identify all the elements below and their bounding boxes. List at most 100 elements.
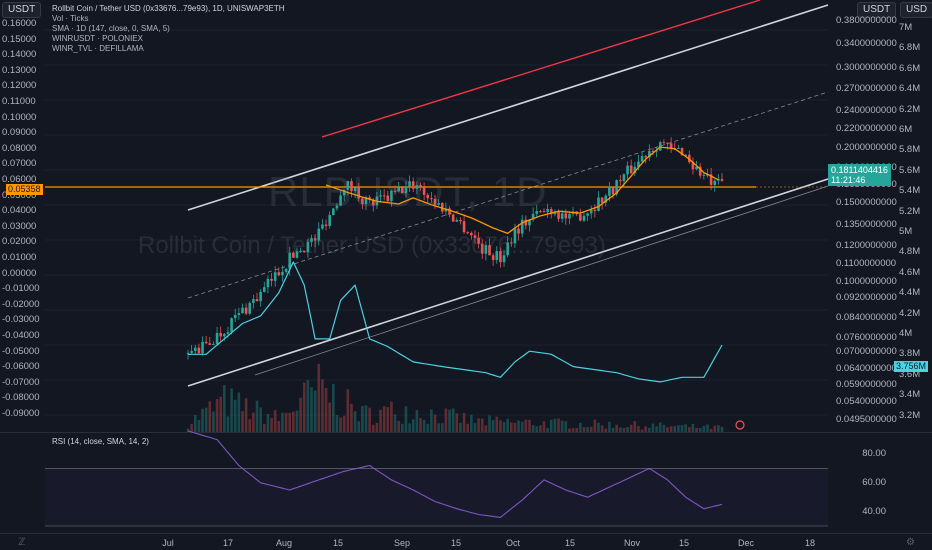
rsi-legend[interactable]: RSI (14, close, SMA, 14, 2) [52, 437, 149, 446]
volume-bar [201, 408, 204, 432]
volume-bar [560, 420, 564, 432]
left-axis-tick: 0.07000 [2, 158, 37, 170]
volume-bar [270, 417, 273, 432]
volume-bar [491, 420, 495, 432]
candle-body [277, 272, 281, 276]
volume-bar [640, 429, 644, 432]
price-axis-tick: 0.3800000000 [836, 15, 897, 26]
candle-body [611, 186, 615, 195]
left-axis-tick: 0.02000 [2, 236, 37, 248]
volume-bar [459, 422, 462, 432]
candle-body [691, 162, 695, 170]
tvl-axis-tick: 3.6M [899, 368, 921, 380]
volume-bar [404, 406, 408, 432]
candle-body [379, 195, 382, 197]
rsi-axis-tick: 40.00 [862, 506, 886, 517]
right-scale-unit-usd[interactable]: USD [900, 2, 932, 18]
candle-body [520, 219, 524, 234]
candle-body [437, 202, 440, 205]
volume-bar [622, 427, 626, 432]
volume-bar [382, 406, 386, 432]
volume-bar [680, 424, 684, 432]
candle-body [462, 221, 466, 233]
volume-bar [531, 425, 535, 432]
sma-line [325, 146, 719, 235]
volume-bar [618, 427, 622, 432]
candle-body [190, 350, 193, 353]
volume-bar [589, 426, 593, 432]
candle-body [313, 238, 317, 241]
candle-body [219, 333, 222, 337]
candle-body [339, 195, 342, 206]
pane-divider[interactable] [0, 432, 932, 433]
candle-body [524, 219, 528, 226]
scale-settings-icon[interactable]: ⚙ [906, 537, 915, 548]
left-axis-tick: -0.02000 [2, 298, 40, 310]
candle-body [651, 151, 655, 153]
candle-body [662, 142, 666, 144]
candle-body [491, 255, 495, 260]
candle-body [419, 185, 422, 188]
candle-body [597, 197, 600, 211]
legend-winr-tvl[interactable]: WINR_TVL · DEFILLAMA [52, 44, 144, 53]
time-axis-tick: 15 [450, 538, 462, 548]
volume-bar [480, 418, 484, 432]
volume-bar [466, 423, 470, 432]
candle-body [284, 268, 288, 272]
volume-bar [677, 425, 680, 432]
candle-body [259, 291, 262, 302]
candle-body [510, 242, 513, 244]
tvl-axis-tick: 4.2M [899, 307, 921, 319]
candle-body [295, 251, 299, 258]
candle-body [535, 211, 539, 214]
volume-bar [510, 422, 513, 432]
price-axis-tick: 0.1500000000 [836, 197, 897, 208]
volume-bar [495, 416, 499, 432]
candle-body [557, 211, 560, 219]
volume-bar [433, 414, 437, 432]
price-axis-tick: 0.0920000000 [836, 292, 897, 303]
volume-bar [393, 414, 397, 432]
left-scale-unit[interactable]: USDT [2, 2, 42, 18]
candle-body [270, 278, 273, 281]
volume-bar [477, 418, 480, 432]
legend-sma[interactable]: SMA · 1D (147, close, 0, SMA, 5) [52, 24, 170, 33]
candle-body [332, 208, 335, 215]
volume-bar [415, 410, 419, 432]
volume-bar [506, 418, 509, 432]
legend-winrusdt[interactable]: WINRUSDT · POLONIEX [52, 34, 143, 43]
time-axis-tick: 18 [804, 538, 816, 548]
candle-body [593, 209, 597, 211]
price-axis-tick: 0.1350000000 [836, 219, 897, 230]
tvl-axis-tick: 6.2M [899, 103, 921, 115]
rsi-axis-tick: 60.00 [862, 477, 886, 488]
volume-bar [342, 415, 346, 432]
volume-bar [655, 426, 658, 432]
candle-body [709, 174, 713, 185]
volume-bar [586, 427, 589, 432]
volume-bar [651, 423, 655, 432]
volume-bar [259, 407, 262, 432]
price-axis-tick: 0.3000000000 [836, 62, 897, 73]
volume-bar [669, 426, 673, 432]
candle-body [568, 213, 571, 219]
volume-bar [397, 420, 400, 432]
zoom-icon[interactable]: ℤ [18, 537, 26, 548]
candle-body [640, 156, 644, 162]
left-axis-tick: 0.09000 [2, 127, 37, 139]
candle-body [350, 181, 353, 192]
volume-bar [553, 418, 557, 432]
candle-body [321, 224, 324, 229]
resistance-red-line [321, 0, 761, 138]
right-scale-unit-usdt[interactable]: USDT [857, 2, 897, 18]
volume-bar [626, 427, 629, 432]
volume-bar [248, 419, 252, 432]
candle-body [586, 213, 589, 216]
candle-body [622, 174, 626, 182]
volume-bar [223, 384, 226, 432]
volume-bar [658, 422, 662, 432]
legend-volume[interactable]: Vol · Ticks [52, 14, 89, 23]
legend-symbol[interactable]: Rollbit Coin / Tether USD (0x33676...79e… [52, 4, 285, 13]
candle-body [477, 237, 480, 244]
